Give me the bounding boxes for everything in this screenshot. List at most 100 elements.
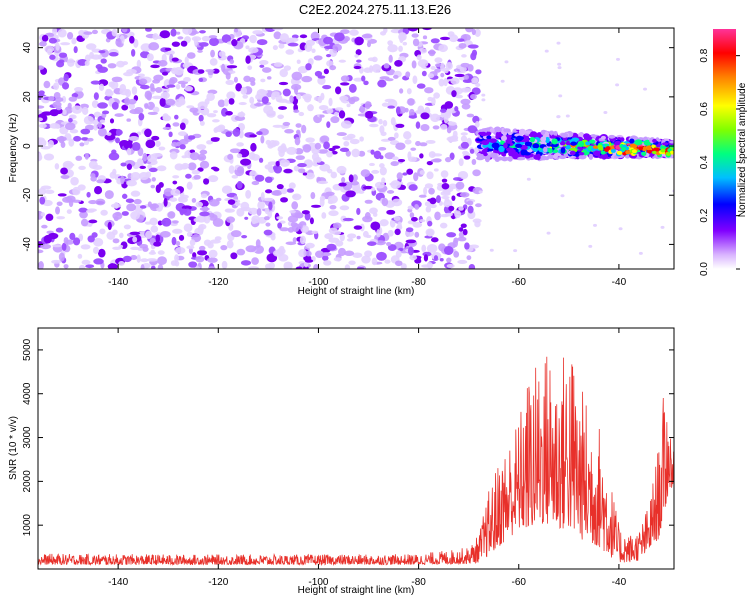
spectrogram-cell xyxy=(267,161,278,166)
spectrogram-cell xyxy=(84,153,89,160)
spectrogram-cell xyxy=(197,49,203,53)
spectrogram-cell xyxy=(420,124,430,132)
spectrogram-cell xyxy=(118,244,124,249)
spectrogram-cell xyxy=(235,83,243,92)
spectrogram-cell xyxy=(237,111,246,118)
spectrogram-cell xyxy=(57,28,67,38)
spectrogram-cell xyxy=(123,140,133,150)
spectrogram-cell xyxy=(323,36,334,45)
spectrogram-cell xyxy=(272,28,284,31)
spectrogram-cell xyxy=(333,111,339,117)
spectrogram-cell xyxy=(195,255,205,263)
spectrogram-cell xyxy=(198,223,207,230)
spectrogram-cell xyxy=(40,146,51,150)
spectrogram-cell xyxy=(333,257,342,262)
spectrogram-cell xyxy=(157,60,168,67)
spectrogram-cell xyxy=(236,207,245,217)
spectrogram-cell xyxy=(41,111,53,116)
spectrogram-cell xyxy=(452,239,458,248)
spectrogram-cell xyxy=(332,230,342,236)
spectrogram-cell xyxy=(226,216,236,223)
spectrogram-cell xyxy=(199,30,206,34)
spectrogram-cell xyxy=(529,132,536,138)
spectrogram-cell xyxy=(557,62,562,66)
spectrogram-cell xyxy=(237,166,245,174)
spectrogram-cell xyxy=(462,79,473,84)
spectrogram-cell xyxy=(423,254,429,262)
spectrogram-cell xyxy=(119,88,130,96)
spectrogram-cell xyxy=(577,146,583,150)
spectrogram-cell xyxy=(209,58,218,66)
spectrogram-cell xyxy=(111,101,119,110)
spectrogram-cell xyxy=(371,56,378,63)
spectrogram-cell xyxy=(398,32,406,36)
spectrogram-cell xyxy=(558,94,563,98)
spectrogram-cell xyxy=(230,230,242,238)
spectrogram-cell xyxy=(419,142,428,147)
spectrogram-cell xyxy=(397,158,406,163)
spectrogram-cell xyxy=(38,117,44,122)
spectrogram-cell xyxy=(148,251,157,255)
spectrogram-cell xyxy=(270,234,276,241)
spectrogram-cell xyxy=(146,258,158,262)
spectrogram-cell xyxy=(503,128,510,133)
spectrogram-cell xyxy=(163,197,168,207)
spectrogram-cell xyxy=(330,171,338,179)
spectrogram-cell xyxy=(69,129,79,134)
spectrogram-cell xyxy=(180,82,186,88)
spectrogram-cell xyxy=(362,185,374,190)
spectrogram-cell xyxy=(245,45,250,50)
spectrogram-cell xyxy=(151,95,163,100)
spectrogram-cell xyxy=(328,97,333,107)
spectrogram-cell xyxy=(177,36,184,40)
spectrogram-cell xyxy=(423,186,428,196)
spectrogram-cell xyxy=(402,172,408,176)
spectrogram-cell xyxy=(98,50,106,54)
spectrogram-cell xyxy=(428,49,436,57)
spectrogram-cell xyxy=(284,128,294,134)
spectrogram-cell xyxy=(326,151,333,158)
spectrogram-cell xyxy=(97,127,107,137)
spectrogram-cell xyxy=(421,70,427,77)
spectrogram-cell xyxy=(179,144,186,150)
spectrogram-cell xyxy=(371,169,380,174)
spectrogram-cell xyxy=(38,90,45,95)
spectrogram-cell xyxy=(495,156,500,160)
spectrogram-cell xyxy=(191,198,197,203)
spectrogram-x-label: Height of straight line (km) xyxy=(298,286,415,297)
spectrogram-cell xyxy=(275,160,280,167)
spectrogram-cell xyxy=(39,41,47,47)
spectrogram-cell xyxy=(287,215,299,223)
spectrogram-cell xyxy=(438,78,445,87)
spectrogram-cell xyxy=(430,237,439,243)
spectrogram-cell xyxy=(460,98,471,105)
spectrogram-cell xyxy=(66,58,75,67)
spectrogram-cell xyxy=(404,107,409,113)
spectrogram-cell xyxy=(458,231,465,238)
spectrogram-cell xyxy=(56,216,66,220)
spectrogram-cell xyxy=(559,140,566,146)
spectrogram-cell xyxy=(374,181,385,189)
spectrogram-cell xyxy=(245,189,252,199)
spectrogram-cell xyxy=(157,263,164,269)
spectrogram-cell xyxy=(470,93,477,100)
spectrogram-cell xyxy=(560,194,565,198)
spectrogram-cell xyxy=(406,168,414,175)
spectrogram-cell xyxy=(149,217,158,226)
spectrogram-cell xyxy=(279,227,290,232)
spectrogram-cell xyxy=(151,135,160,141)
spectrogram-cell xyxy=(600,135,606,140)
spectrogram-cell xyxy=(183,223,193,232)
spectrogram-cell xyxy=(170,260,177,266)
spectrogram-cell xyxy=(359,105,366,114)
spectrogram-cell xyxy=(229,148,241,154)
spectrogram-cell xyxy=(278,253,289,262)
spectrogram-cell xyxy=(173,66,184,76)
spectrogram-cell xyxy=(371,64,382,73)
spectrogram-cell xyxy=(100,209,108,216)
spectrogram-cell xyxy=(364,212,371,220)
spectrogram-cell xyxy=(470,52,477,61)
spectrogram-cell xyxy=(84,60,90,66)
spectrogram-cell xyxy=(373,150,382,160)
spectrogram-cell xyxy=(359,223,365,232)
